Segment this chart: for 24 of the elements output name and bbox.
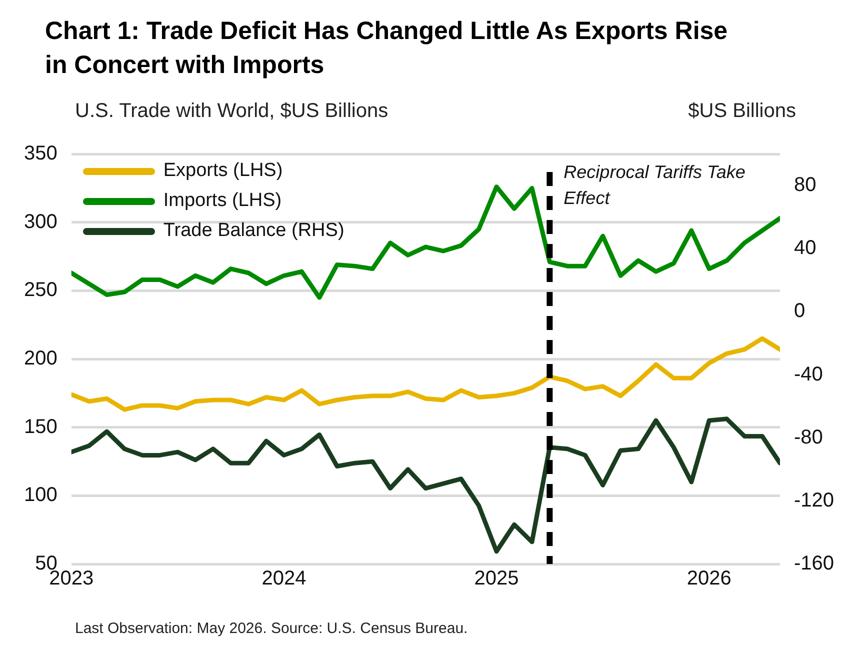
y-tick-label: 350 <box>24 142 58 165</box>
y2-tick-label: 0 <box>794 300 806 322</box>
y-tick-label: 300 <box>24 210 58 233</box>
y-axis-title: U.S. Trade with World, $US Billions <box>75 100 388 123</box>
text: Last Observation: May 2026. Source: U.S. Census Bureau. <box>75 620 468 637</box>
x-tick-label: 2024 <box>262 568 306 590</box>
y2-tick-label: 80 <box>794 174 816 196</box>
x-tick-label: 2025 <box>474 568 519 590</box>
legend-label: Exports (LHS) <box>163 160 283 182</box>
chart-title: Chart 1: Trade Deficit Has Changed Little As Exports Rise in Concert with Imports <box>45 16 729 81</box>
x-tick-label: 2026 <box>686 568 732 590</box>
y-tick-label: 250 <box>24 279 58 302</box>
y2-tick-label: -160 <box>794 552 834 575</box>
y2-tick-label: 40 <box>794 237 816 260</box>
y2-tick-label: -80 <box>794 426 823 448</box>
legend-label: Imports (LHS) <box>163 190 282 212</box>
y-tick-label: 200 <box>24 348 58 370</box>
y2-tick-label: -40 <box>794 363 823 386</box>
legend-label: Trade Balance (RHS) <box>163 220 344 242</box>
ref-line-label: Reciprocal Tariffs Take Effect <box>564 162 746 208</box>
y2-tick-label: -120 <box>794 489 834 512</box>
y2-axis-title: $US Billions <box>688 100 796 123</box>
y-tick-label: 150 <box>24 416 58 438</box>
y-tick-label: 100 <box>24 484 58 506</box>
